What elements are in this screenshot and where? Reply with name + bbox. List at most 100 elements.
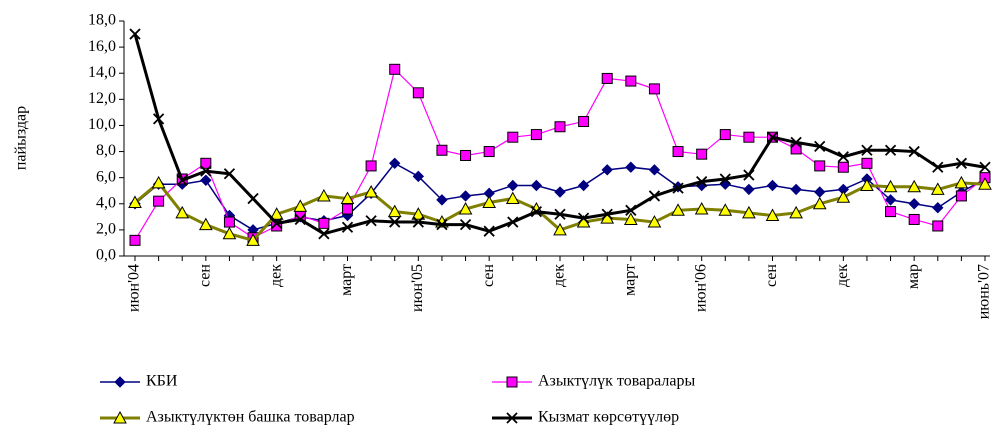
point-marker <box>412 87 424 99</box>
point-marker <box>766 179 779 192</box>
point-marker <box>601 208 613 220</box>
series-line <box>133 33 986 236</box>
point-marker <box>577 212 590 224</box>
point-marker <box>412 170 425 183</box>
point-marker <box>884 194 897 206</box>
y-axis-label: пайыздар <box>13 106 30 170</box>
point-marker <box>790 143 802 155</box>
point-marker <box>318 228 330 240</box>
point-marker <box>742 205 756 219</box>
legend-label: Азыктүлүктөн башка товарлар <box>146 409 355 426</box>
y-tick-label: 0,0 <box>96 247 116 264</box>
point-marker <box>317 188 331 202</box>
point-marker <box>885 206 897 218</box>
point-marker <box>837 161 849 173</box>
point-marker <box>507 216 519 228</box>
point-marker <box>505 191 520 205</box>
point-marker <box>814 140 826 152</box>
point-marker <box>672 182 684 194</box>
point-marker <box>932 201 944 214</box>
point-marker <box>223 168 236 180</box>
point-marker <box>458 201 473 215</box>
y-tick-label: 10,0 <box>88 116 116 133</box>
point-marker <box>483 146 495 158</box>
point-marker <box>623 212 638 225</box>
point-marker <box>436 144 448 156</box>
legend-marker <box>114 376 126 388</box>
x-tick-label: март <box>338 264 355 296</box>
point-marker <box>719 129 731 141</box>
point-marker <box>482 195 497 208</box>
point-marker <box>389 63 401 75</box>
point-marker <box>696 148 708 160</box>
point-marker <box>222 226 237 240</box>
point-marker <box>128 195 142 208</box>
point-marker <box>672 146 684 158</box>
legend-marker <box>113 410 127 424</box>
y-tick-label: 16,0 <box>88 38 116 55</box>
point-marker <box>908 145 920 158</box>
point-marker <box>908 213 920 225</box>
point-marker <box>436 219 448 231</box>
point-marker <box>789 205 803 219</box>
x-tick-label: дек <box>551 264 568 287</box>
x-tick-label: июн'05 <box>409 264 426 312</box>
x-tick-label: сен <box>480 264 497 287</box>
point-marker <box>577 179 590 192</box>
x-tick-label: сен <box>763 264 780 287</box>
point-marker <box>151 175 166 189</box>
point-marker <box>671 203 685 216</box>
point-marker <box>790 183 802 196</box>
point-marker <box>223 216 235 228</box>
y-tick-label: 12,0 <box>88 90 116 107</box>
y-tick-label: 14,0 <box>88 64 116 81</box>
x-tick-label: мар <box>905 264 922 289</box>
point-marker <box>766 131 779 143</box>
point-marker <box>436 194 448 206</box>
legend-label: КБИ <box>146 373 178 390</box>
point-marker <box>601 164 613 176</box>
x-tick-label: март <box>622 264 639 296</box>
point-marker <box>625 75 637 87</box>
point-marker <box>883 179 898 193</box>
point-marker <box>389 157 401 170</box>
point-marker <box>743 131 755 143</box>
point-marker <box>507 131 519 143</box>
point-marker <box>554 121 566 133</box>
x-tick-label: июн'06 <box>692 264 709 312</box>
point-marker <box>152 113 165 125</box>
point-marker <box>861 144 873 156</box>
point-marker <box>884 144 897 156</box>
point-marker <box>694 201 709 215</box>
point-marker <box>578 116 590 128</box>
point-marker <box>460 149 472 161</box>
point-marker <box>836 190 851 203</box>
point-marker <box>554 208 566 220</box>
point-marker <box>318 217 330 229</box>
point-marker <box>198 217 213 231</box>
point-marker <box>530 179 543 192</box>
point-marker <box>765 208 780 222</box>
legend-label: Азыктүлүк товаралары <box>538 373 695 390</box>
point-marker <box>696 175 708 188</box>
point-marker <box>554 186 566 198</box>
point-marker <box>247 192 259 205</box>
point-marker <box>648 83 660 95</box>
point-marker <box>365 215 377 227</box>
point-marker <box>955 157 968 169</box>
point-marker <box>530 129 542 141</box>
point-marker <box>814 160 826 172</box>
point-marker <box>459 219 472 231</box>
point-marker <box>269 207 284 220</box>
point-marker <box>175 205 190 219</box>
point-marker <box>860 178 874 191</box>
point-marker <box>978 177 992 190</box>
point-marker <box>932 161 944 173</box>
point-marker <box>341 221 354 233</box>
point-marker <box>790 136 802 149</box>
point-marker <box>176 174 188 186</box>
point-marker <box>507 179 519 192</box>
point-marker <box>294 213 306 226</box>
point-marker <box>837 151 849 163</box>
